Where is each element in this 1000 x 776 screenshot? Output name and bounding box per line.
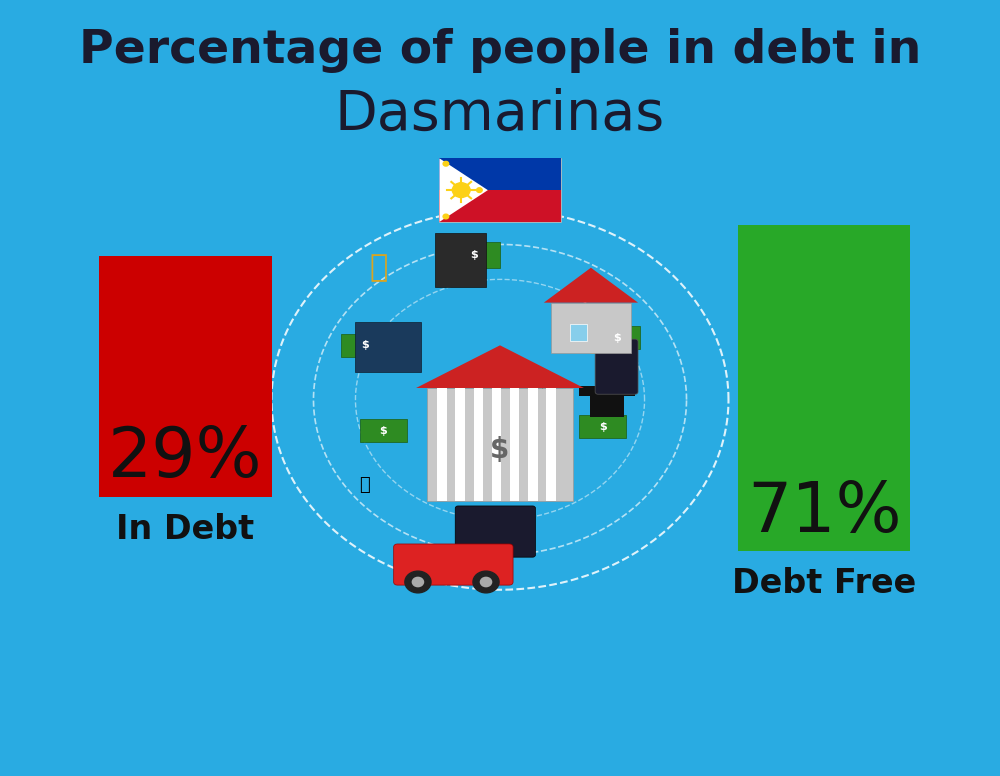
FancyBboxPatch shape (355, 322, 421, 372)
Text: $: $ (599, 422, 606, 431)
FancyBboxPatch shape (439, 190, 561, 222)
Polygon shape (416, 345, 584, 388)
Text: 🦅: 🦅 (370, 253, 388, 282)
FancyBboxPatch shape (474, 388, 483, 501)
FancyBboxPatch shape (579, 415, 626, 438)
Polygon shape (439, 158, 488, 222)
Circle shape (412, 577, 424, 587)
Circle shape (452, 183, 470, 197)
FancyBboxPatch shape (455, 388, 465, 501)
FancyBboxPatch shape (439, 158, 561, 222)
Text: Dasmarinas: Dasmarinas (335, 88, 665, 142)
Circle shape (443, 161, 449, 166)
FancyBboxPatch shape (341, 334, 388, 357)
FancyBboxPatch shape (435, 233, 486, 287)
Circle shape (480, 577, 492, 587)
FancyBboxPatch shape (437, 388, 447, 501)
FancyBboxPatch shape (570, 324, 587, 341)
Polygon shape (544, 268, 638, 303)
Text: In Debt: In Debt (116, 513, 254, 546)
FancyBboxPatch shape (492, 388, 501, 501)
FancyBboxPatch shape (439, 158, 561, 190)
Circle shape (443, 214, 449, 219)
FancyBboxPatch shape (579, 386, 635, 396)
Circle shape (477, 188, 482, 192)
FancyBboxPatch shape (528, 388, 538, 501)
FancyBboxPatch shape (99, 256, 272, 497)
FancyBboxPatch shape (593, 326, 640, 349)
Circle shape (607, 338, 626, 353)
Text: Percentage of people in debt in: Percentage of people in debt in (79, 28, 921, 73)
Text: Debt Free: Debt Free (732, 567, 916, 600)
Text: $: $ (470, 250, 478, 260)
Text: 🔑: 🔑 (541, 375, 553, 393)
FancyBboxPatch shape (551, 303, 631, 353)
FancyBboxPatch shape (427, 388, 573, 501)
Circle shape (584, 338, 603, 353)
FancyBboxPatch shape (360, 419, 407, 442)
Circle shape (405, 571, 431, 593)
Text: 29%: 29% (108, 424, 263, 491)
FancyBboxPatch shape (449, 242, 500, 268)
FancyBboxPatch shape (590, 394, 624, 417)
Circle shape (593, 330, 612, 345)
FancyBboxPatch shape (546, 388, 556, 501)
Text: 🔒: 🔒 (359, 476, 370, 494)
FancyBboxPatch shape (455, 506, 535, 557)
Text: $: $ (490, 436, 510, 464)
Text: 71%: 71% (747, 479, 901, 546)
Circle shape (473, 571, 499, 593)
FancyBboxPatch shape (595, 339, 638, 394)
Text: $: $ (361, 341, 369, 350)
FancyBboxPatch shape (394, 544, 513, 585)
Text: $: $ (613, 333, 620, 342)
FancyBboxPatch shape (738, 225, 910, 551)
Text: $: $ (380, 426, 387, 435)
FancyBboxPatch shape (510, 388, 519, 501)
